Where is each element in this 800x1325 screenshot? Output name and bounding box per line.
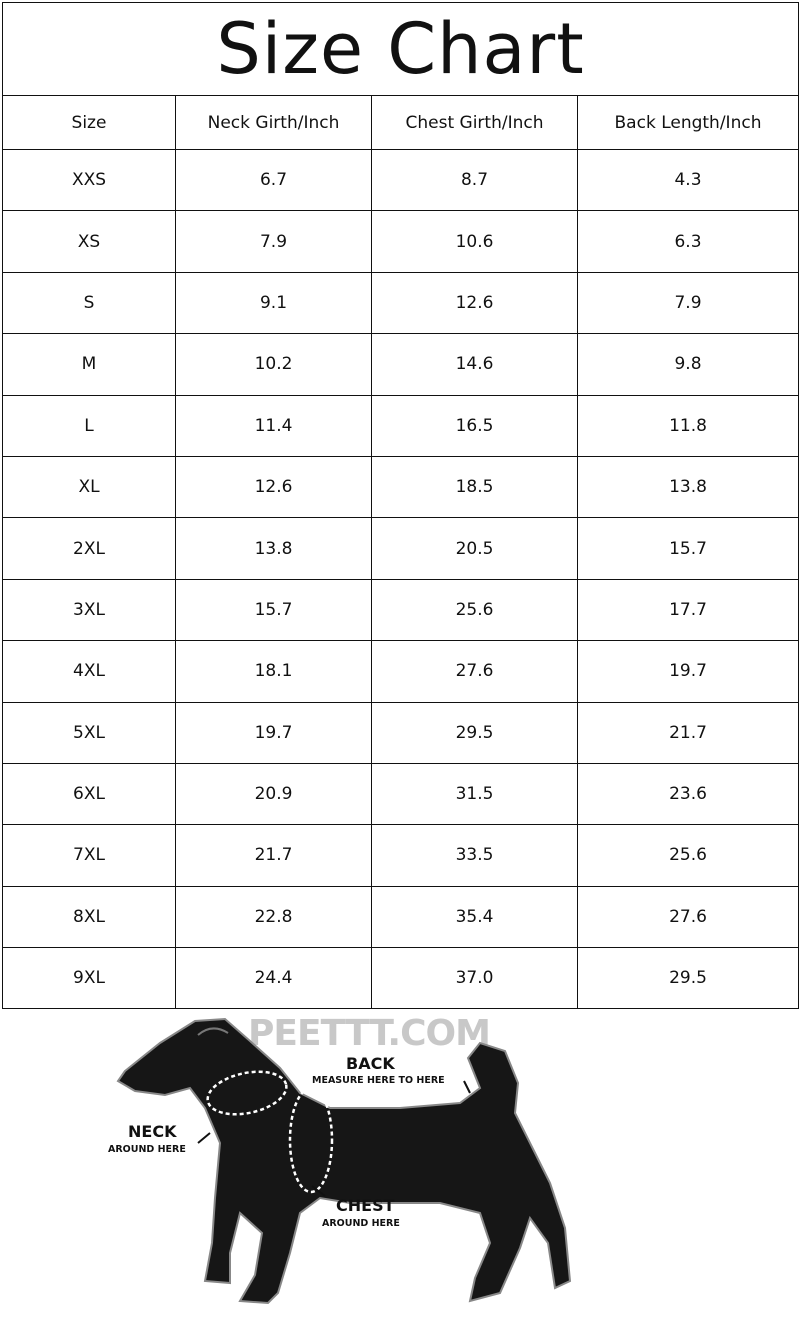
neck-girth-cell: 19.7 (175, 701, 372, 764)
size-cell: 4XL (2, 640, 176, 703)
size-cell: 9XL (2, 947, 176, 1010)
neck-girth-cell: 22.8 (175, 885, 372, 949)
chest-girth-cell: 27.6 (371, 640, 578, 703)
chest-girth-cell: 14.6 (371, 333, 578, 396)
chest-girth-cell: 33.5 (371, 824, 578, 887)
back-length-cell: 27.6 (577, 885, 799, 949)
size-cell: S (2, 271, 176, 335)
table-row: 7XL 21.7 33.5 25.6 (2, 824, 799, 887)
chest-girth-cell: 10.6 (371, 210, 578, 273)
back-length-cell: 11.8 (577, 394, 799, 457)
column-header: Chest Girth/Inch (371, 95, 578, 150)
table-row: 8XL 22.8 35.4 27.6 (2, 885, 799, 949)
back-length-cell: 17.7 (577, 578, 799, 642)
table-row: 9XL 24.4 37.0 29.5 (2, 947, 799, 1010)
back-length-cell: 21.7 (577, 701, 799, 764)
watermark: PEETTT.COM (248, 1013, 491, 1054)
column-header: Neck Girth/Inch (175, 95, 372, 150)
back-length-cell: 4.3 (577, 148, 799, 212)
back-length-cell: 6.3 (577, 210, 799, 273)
chest-girth-cell: 16.5 (371, 394, 578, 457)
chest-girth-cell: 31.5 (371, 762, 578, 826)
neck-girth-cell: 9.1 (175, 271, 372, 335)
size-cell: L (2, 394, 176, 457)
back-length-cell: 19.7 (577, 640, 799, 703)
size-cell: XXS (2, 148, 176, 212)
chest-girth-cell: 35.4 (371, 885, 578, 949)
table-row: 4XL 18.1 27.6 19.7 (2, 640, 799, 703)
back-length-cell: 25.6 (577, 824, 799, 887)
dog-measurement-illustration: PEETTT.COM BACK MEASURE HERE TO HERE NEC… (0, 1013, 800, 1325)
table-row: XS 7.9 10.6 6.3 (2, 210, 799, 273)
size-cell: XS (2, 210, 176, 273)
table-row: 6XL 20.9 31.5 23.6 (2, 762, 799, 826)
table-row: XL 12.6 18.5 13.8 (2, 455, 799, 519)
table-row: M 10.2 14.6 9.8 (2, 333, 799, 396)
size-cell: M (2, 333, 176, 396)
chest-girth-cell: 37.0 (371, 947, 578, 1010)
size-cell: 8XL (2, 885, 176, 949)
chest-girth-cell: 18.5 (371, 455, 578, 519)
size-cell: 7XL (2, 824, 176, 887)
page-title: Size Chart (2, 2, 799, 96)
neck-girth-cell: 21.7 (175, 824, 372, 887)
table-row: XXS 6.7 8.7 4.3 (2, 148, 799, 212)
chest-girth-cell: 12.6 (371, 271, 578, 335)
neck-girth-cell: 15.7 (175, 578, 372, 642)
neck-sublabel: AROUND HERE (108, 1144, 186, 1155)
back-length-cell: 15.7 (577, 517, 799, 580)
chest-sublabel: AROUND HERE (322, 1218, 400, 1229)
chest-girth-cell: 29.5 (371, 701, 578, 764)
table-row: S 9.1 12.6 7.9 (2, 271, 799, 335)
chest-girth-cell: 25.6 (371, 578, 578, 642)
back-label: BACK (346, 1054, 395, 1073)
neck-girth-cell: 10.2 (175, 333, 372, 396)
chest-girth-cell: 20.5 (371, 517, 578, 580)
size-cell: 5XL (2, 701, 176, 764)
neck-girth-cell: 13.8 (175, 517, 372, 580)
neck-girth-cell: 7.9 (175, 210, 372, 273)
size-cell: XL (2, 455, 176, 519)
column-header: Back Length/Inch (577, 95, 799, 150)
size-cell: 3XL (2, 578, 176, 642)
neck-label: NECK (128, 1122, 177, 1141)
table-row: 2XL 13.8 20.5 15.7 (2, 517, 799, 580)
neck-girth-cell: 12.6 (175, 455, 372, 519)
neck-girth-cell: 6.7 (175, 148, 372, 212)
table-row: 3XL 15.7 25.6 17.7 (2, 578, 799, 642)
table-row: L 11.4 16.5 11.8 (2, 394, 799, 457)
table-row: 5XL 19.7 29.5 21.7 (2, 701, 799, 764)
neck-girth-cell: 20.9 (175, 762, 372, 826)
column-header: Size (2, 95, 176, 150)
size-chart-table: Size Chart Size Neck Girth/Inch Chest Girt… (2, 2, 799, 1010)
chest-label: CHEST (336, 1196, 395, 1215)
back-length-cell: 9.8 (577, 333, 799, 396)
back-length-cell: 13.8 (577, 455, 799, 519)
size-cell: 6XL (2, 762, 176, 826)
back-sublabel: MEASURE HERE TO HERE (312, 1075, 445, 1086)
back-length-cell: 29.5 (577, 947, 799, 1010)
size-cell: 2XL (2, 517, 176, 580)
back-length-cell: 7.9 (577, 271, 799, 335)
neck-girth-cell: 18.1 (175, 640, 372, 703)
chest-girth-cell: 8.7 (371, 148, 578, 212)
dog-silhouette-icon (116, 1017, 572, 1305)
neck-girth-cell: 24.4 (175, 947, 372, 1010)
neck-girth-cell: 11.4 (175, 394, 372, 457)
back-length-cell: 23.6 (577, 762, 799, 826)
